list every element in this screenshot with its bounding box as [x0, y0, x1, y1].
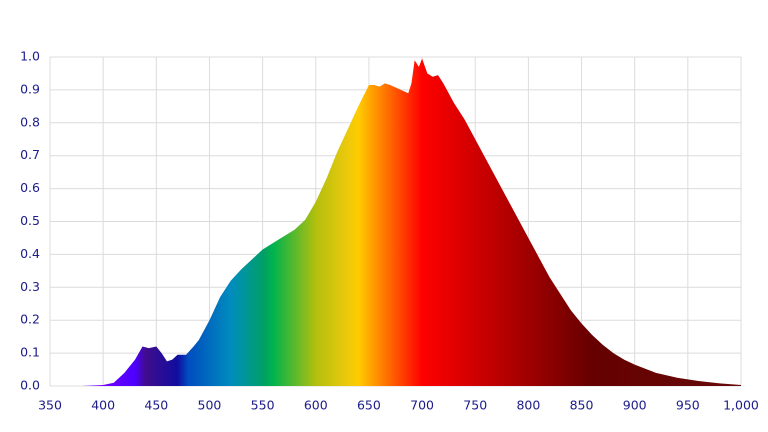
x-tick-label: 700	[410, 398, 434, 413]
y-tick-label: 0.0	[20, 378, 40, 393]
y-tick-label: 0.5	[20, 213, 40, 228]
y-tick-label: 0.2	[20, 312, 40, 327]
y-tick-label: 0.4	[20, 246, 40, 261]
x-tick-label: 450	[144, 398, 168, 413]
x-tick-label: 500	[198, 398, 222, 413]
x-tick-label: 650	[357, 398, 381, 413]
y-tick-label: 0.7	[20, 147, 40, 162]
x-tick-label: 950	[676, 398, 700, 413]
y-tick-label: 1.0	[20, 49, 40, 64]
y-tick-label: 0.8	[20, 114, 40, 129]
x-tick-label: 550	[251, 398, 275, 413]
x-tick-label: 900	[623, 398, 647, 413]
y-tick-label: 0.9	[20, 81, 40, 96]
y-tick-label: 0.6	[20, 180, 40, 195]
x-tick-label: 400	[91, 398, 115, 413]
x-tick-label: 750	[463, 398, 487, 413]
x-tick-label: 600	[304, 398, 328, 413]
x-tick-label: 800	[516, 398, 540, 413]
y-tick-label: 0.1	[20, 345, 40, 360]
x-tick-label: 1,000	[723, 398, 759, 413]
x-tick-label: 850	[570, 398, 594, 413]
x-tick-label: 350	[38, 398, 62, 413]
y-tick-label: 0.3	[20, 279, 40, 294]
spectrum-area	[50, 58, 741, 386]
